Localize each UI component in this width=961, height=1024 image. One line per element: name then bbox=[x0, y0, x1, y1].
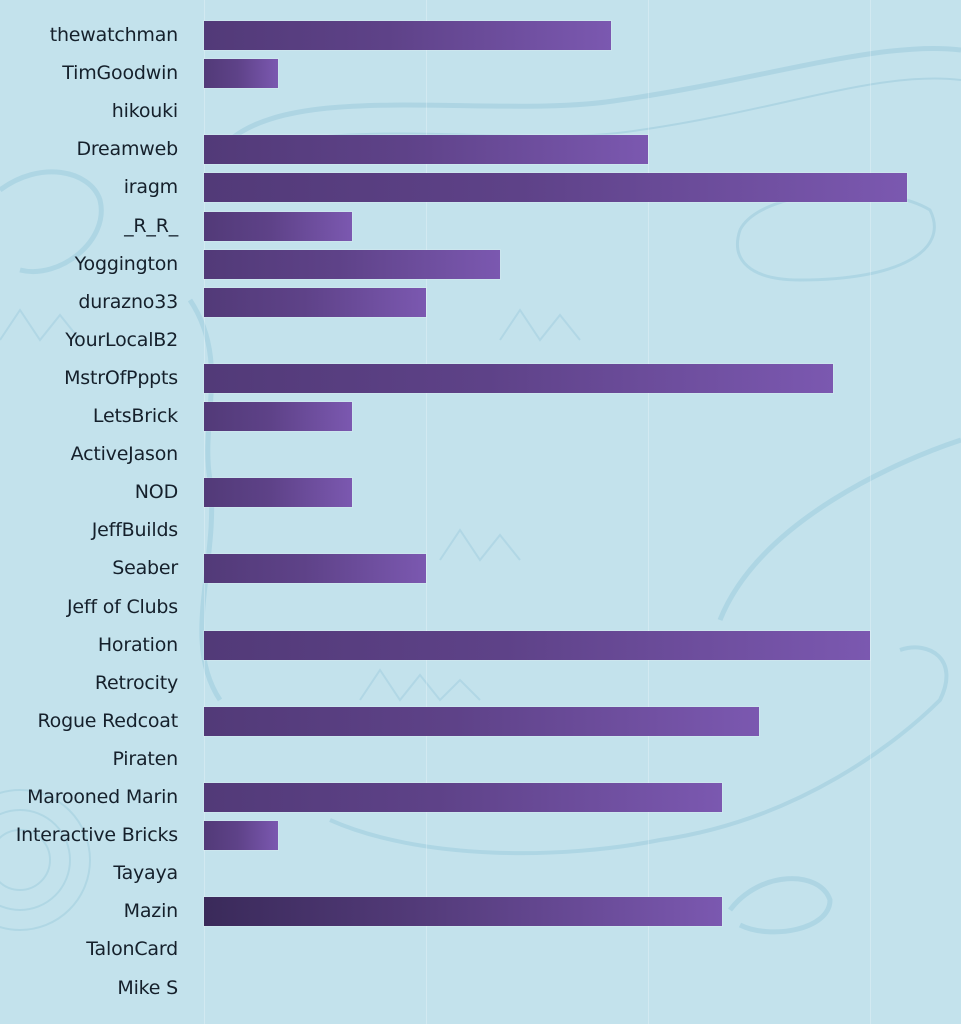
bar bbox=[204, 897, 722, 927]
bar-row: YourLocalB2 bbox=[0, 326, 961, 355]
bar bbox=[204, 478, 352, 508]
category-label: JeffBuilds bbox=[91, 519, 178, 542]
category-label: Rogue Redcoat bbox=[37, 709, 179, 732]
bar-row: Jeff of Clubs bbox=[0, 593, 961, 622]
bar-row: Interactive Bricks bbox=[0, 821, 961, 851]
bar-row: Marooned Marin bbox=[0, 783, 961, 812]
category-label: Seaber bbox=[112, 557, 178, 580]
bar bbox=[204, 630, 870, 660]
bar bbox=[204, 783, 722, 812]
category-label: durazno33 bbox=[78, 290, 178, 313]
bar bbox=[204, 135, 648, 165]
category-label: MstrOfPppts bbox=[64, 366, 178, 389]
bar-row: MstrOfPppts bbox=[0, 363, 961, 393]
category-label: Piraten bbox=[112, 747, 178, 770]
category-label: TimGoodwin bbox=[62, 62, 178, 85]
bar-row: TalonCard bbox=[0, 935, 961, 964]
bar bbox=[204, 249, 500, 279]
bar-row: Rogue Redcoat bbox=[0, 706, 961, 736]
bar-row: Tayaya bbox=[0, 859, 961, 888]
category-label: thewatchman bbox=[49, 24, 178, 46]
category-label: iragm bbox=[123, 176, 179, 199]
bar-row: Horation bbox=[0, 630, 961, 660]
category-label: Tayaya bbox=[113, 862, 178, 885]
gridline bbox=[648, 0, 649, 1024]
category-label: Jeff of Clubs bbox=[66, 595, 178, 618]
category-label: Retrocity bbox=[94, 671, 178, 694]
category-label: NOD bbox=[134, 481, 178, 504]
bar bbox=[204, 211, 352, 241]
category-label: ActiveJason bbox=[70, 443, 179, 466]
category-label: Interactive Bricks bbox=[15, 824, 178, 847]
bar bbox=[204, 21, 611, 50]
bar-row: TimGoodwin bbox=[0, 59, 961, 89]
category-label: Marooned Marin bbox=[27, 786, 178, 808]
category-label: hikouki bbox=[111, 100, 178, 123]
bar bbox=[204, 821, 278, 851]
bar bbox=[204, 554, 426, 584]
bar-row: iragm bbox=[0, 173, 961, 203]
category-label: _R_R_ bbox=[124, 214, 178, 237]
gridline bbox=[204, 0, 205, 1024]
category-label: Dreamweb bbox=[76, 138, 178, 161]
bar-row: Piraten bbox=[0, 745, 961, 774]
bar-row: NOD bbox=[0, 478, 961, 508]
category-label: LetsBrick bbox=[92, 405, 178, 427]
gridline bbox=[870, 0, 871, 1024]
bar-row: Mike S bbox=[0, 974, 961, 1003]
bar bbox=[204, 402, 352, 431]
bar bbox=[204, 706, 759, 736]
category-label: Mike S bbox=[117, 976, 178, 999]
category-label: Mazin bbox=[123, 900, 179, 923]
bar-row: Retrocity bbox=[0, 669, 961, 698]
bar-row: thewatchman bbox=[0, 21, 961, 50]
bar-row: Mazin bbox=[0, 897, 961, 927]
bar bbox=[204, 363, 833, 393]
gridline bbox=[426, 0, 427, 1024]
bar-row: Yoggington bbox=[0, 249, 961, 279]
bar-row: durazno33 bbox=[0, 287, 961, 317]
bar bbox=[204, 287, 426, 317]
category-label: TalonCard bbox=[86, 938, 178, 961]
bar-row: ActiveJason bbox=[0, 440, 961, 469]
bar bbox=[204, 59, 278, 89]
bar-row: Seaber bbox=[0, 554, 961, 584]
bar-row: JeffBuilds bbox=[0, 516, 961, 545]
category-label: Horation bbox=[97, 633, 178, 656]
bar-row: hikouki bbox=[0, 97, 961, 126]
bar-row: Dreamweb bbox=[0, 135, 961, 165]
category-label: Yoggington bbox=[74, 252, 179, 275]
bar-row: LetsBrick bbox=[0, 402, 961, 431]
bar-row: _R_R_ bbox=[0, 211, 961, 241]
category-label: YourLocalB2 bbox=[65, 328, 178, 351]
bar bbox=[204, 173, 907, 203]
